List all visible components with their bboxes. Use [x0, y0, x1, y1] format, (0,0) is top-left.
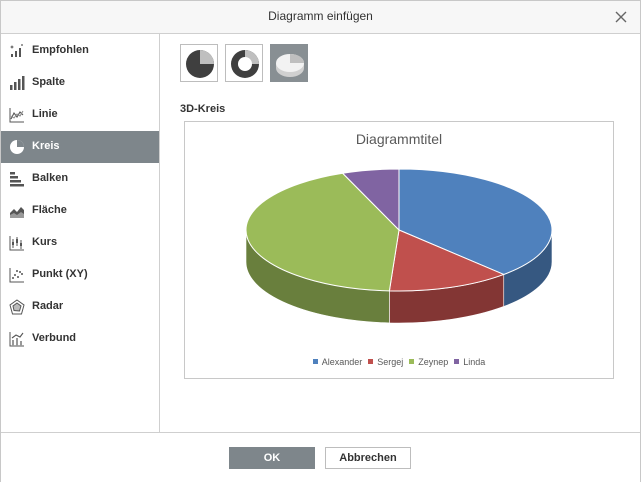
- legend-label: Sergej: [377, 357, 404, 367]
- sidebar-item-label: Empfohlen: [32, 44, 89, 56]
- sidebar-item-spalte[interactable]: Spalte: [1, 67, 159, 99]
- pie-slice-zeynep: [245, 172, 400, 292]
- pie-subtype-icon: [186, 50, 214, 78]
- pie-slice-sergej: [388, 229, 506, 292]
- sidebar-item-balken[interactable]: Balken: [1, 163, 159, 195]
- pie-slice-alexander: [398, 168, 553, 276]
- stock-chart-icon: [9, 235, 25, 251]
- dialog-titlebar: Diagramm einfügen: [1, 1, 640, 34]
- sidebar-item-radar[interactable]: Radar: [1, 291, 159, 323]
- ok-button[interactable]: OK: [229, 447, 315, 469]
- legend-swatch: [409, 359, 415, 364]
- recommended-chart-icon: [9, 43, 25, 59]
- sidebar-item-label: Linie: [32, 108, 58, 120]
- sidebar-item-label: Radar: [32, 300, 64, 312]
- chart-type-sidebar: Empfohlen Spalte Linie: [1, 34, 160, 432]
- legend-swatch: [312, 359, 318, 364]
- sidebar-item-punkt-xy[interactable]: Punkt (XY): [1, 259, 159, 291]
- subtype-3d-pie-button[interactable]: [270, 44, 308, 82]
- legend-label: Zeynep: [418, 357, 449, 367]
- chart-title: Diagrammtitel: [355, 131, 443, 147]
- sidebar-item-label: Punkt (XY): [32, 268, 88, 280]
- legend-item: Sergej: [368, 357, 403, 367]
- sidebar-item-flaeche[interactable]: Fläche: [1, 195, 159, 227]
- sidebar-item-label: Balken: [32, 172, 69, 184]
- sidebar-item-kreis[interactable]: Kreis: [1, 131, 159, 163]
- sidebar-item-empfohlen[interactable]: Empfohlen: [1, 35, 159, 67]
- pie-chart-icon: [9, 139, 25, 155]
- legend-item: Zeynep: [409, 357, 448, 367]
- sidebar-item-label: Kurs: [32, 236, 58, 248]
- sidebar-item-label: Kreis: [32, 140, 60, 152]
- legend-swatch: [368, 359, 374, 364]
- bar-chart-icon: [9, 171, 25, 187]
- scatter-chart-icon: [9, 267, 25, 283]
- subtype-label: 3D-Kreis: [180, 103, 226, 115]
- cancel-button[interactable]: Abbrechen: [325, 447, 411, 469]
- line-chart-icon: [9, 107, 25, 123]
- subtype-doughnut-button[interactable]: [225, 44, 263, 82]
- legend-item: Linda: [454, 357, 485, 367]
- sidebar-item-label: Fläche: [32, 204, 67, 216]
- doughnut-subtype-icon: [231, 50, 259, 78]
- sidebar-item-label: Verbund: [32, 332, 77, 344]
- close-icon[interactable]: [612, 8, 630, 26]
- sidebar-item-kurs[interactable]: Kurs: [1, 227, 159, 259]
- pie-chart-svg: [245, 168, 553, 324]
- subtype-pie-button[interactable]: [180, 44, 218, 82]
- legend-label: Alexander: [321, 357, 363, 367]
- pie-slice-linda: [341, 168, 400, 232]
- chart-legend: Alexander Sergej Zeynep Linda: [185, 357, 613, 367]
- radar-chart-icon: [9, 299, 25, 315]
- sidebar-item-verbund[interactable]: Verbund: [1, 323, 159, 355]
- sidebar-item-label: Spalte: [32, 76, 66, 88]
- chart-preview: Diagrammtitel Alexander Sergej Zeynep Linda: [184, 121, 614, 379]
- legend-label: Linda: [463, 357, 486, 367]
- dialog-title: Diagramm einfügen: [268, 9, 373, 23]
- legend-item: Alexander: [312, 357, 363, 367]
- dialog-footer: OK Abbrechen: [1, 432, 640, 482]
- legend-swatch: [454, 359, 460, 364]
- area-chart-icon: [9, 203, 25, 219]
- column-chart-icon: [9, 75, 25, 91]
- chart-preview-area: 3D-Kreis Diagrammtitel Alexander Sergej Ze…: [160, 34, 640, 432]
- sidebar-item-linie[interactable]: Linie: [1, 99, 159, 131]
- combo-chart-icon: [9, 331, 25, 347]
- 3d-pie-subtype-icon: [276, 54, 304, 77]
